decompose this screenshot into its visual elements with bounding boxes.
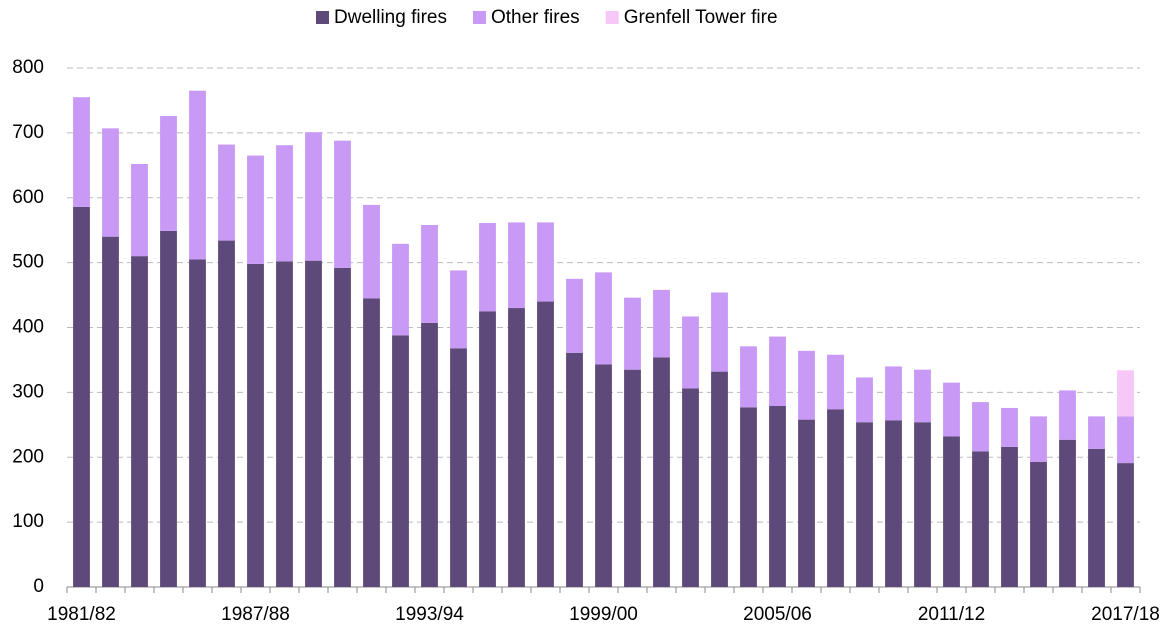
bar-segment	[276, 145, 293, 262]
y-tick-label: 400	[12, 317, 44, 338]
bar-segment	[769, 405, 786, 587]
bar-segment	[1117, 370, 1134, 417]
bar-segment	[740, 407, 757, 587]
y-tick-label: 300	[12, 381, 44, 402]
bar-segment	[247, 263, 264, 587]
bar-segment	[1001, 407, 1018, 447]
bar-segment	[73, 206, 90, 587]
bar-segment	[595, 272, 612, 365]
bar-segment	[479, 311, 496, 587]
bar-segment	[595, 364, 612, 587]
y-tick-label: 600	[12, 187, 44, 208]
legend-label: Other fires	[491, 7, 580, 28]
bar-segment	[1059, 439, 1076, 587]
bar-segment	[740, 346, 757, 408]
bar-segment	[276, 261, 293, 587]
bar-segment	[160, 116, 177, 231]
bar-segment	[363, 298, 380, 587]
bar-segment	[160, 230, 177, 587]
bar-segment	[653, 289, 670, 358]
bar-segment	[856, 422, 873, 587]
x-tick-label: 1987/88	[221, 604, 290, 625]
legend-label: Dwelling fires	[334, 7, 447, 28]
bar-segment	[305, 132, 322, 261]
bar-segment	[1088, 448, 1105, 587]
legend-swatch	[605, 11, 619, 24]
bar-segment	[218, 240, 235, 587]
x-tick-label: 1999/00	[569, 604, 638, 625]
bar-segment	[421, 322, 438, 587]
bar-segment	[566, 278, 583, 353]
bar-segment	[392, 335, 409, 587]
bar-segment	[189, 90, 206, 260]
bar-segment	[798, 419, 815, 587]
bar-segment	[943, 382, 960, 437]
bar-segment	[914, 422, 931, 587]
x-tick-label: 2011/12	[918, 604, 985, 625]
bar-segment	[856, 377, 873, 423]
bar-segment	[1088, 416, 1105, 449]
bar-segment	[537, 222, 554, 302]
bar-segment	[972, 402, 989, 452]
bar-segment	[479, 223, 496, 312]
bar-segment	[392, 243, 409, 336]
bar-segment	[624, 297, 641, 370]
bar-segment	[508, 308, 525, 587]
bar-segment	[972, 451, 989, 587]
bar-segment	[73, 97, 90, 207]
bar-segment	[885, 420, 902, 587]
bar-segment	[247, 155, 264, 264]
y-tick-label: 0	[33, 576, 44, 597]
y-tick-label: 500	[12, 252, 44, 273]
bar-segment	[189, 259, 206, 587]
bar-segment	[1030, 461, 1047, 587]
bar-segment	[682, 388, 699, 587]
bar-segment	[624, 369, 641, 587]
y-tick-label: 700	[12, 122, 44, 143]
bar-segment	[421, 224, 438, 323]
bar-segment	[334, 267, 351, 587]
bar-segment	[102, 128, 119, 237]
bar-segment	[450, 348, 467, 587]
bar-segment	[769, 336, 786, 406]
bar-segment	[305, 260, 322, 587]
bar-segment	[566, 352, 583, 587]
bar-segment	[1059, 390, 1076, 440]
bar-segment	[363, 204, 380, 299]
legend-swatch	[472, 11, 486, 24]
bar-segment	[1001, 446, 1018, 587]
bar-segment	[102, 236, 119, 588]
bar-segment	[682, 316, 699, 389]
bar-segment	[827, 354, 844, 410]
bar-segment	[334, 140, 351, 268]
bar-segment	[537, 301, 554, 587]
x-tick-label: 1993/94	[395, 604, 464, 625]
bar-segment	[1030, 416, 1047, 462]
bar-segment	[1117, 463, 1134, 587]
bar-segment	[131, 256, 148, 587]
bar-segment	[914, 369, 931, 423]
bar-segment	[653, 357, 670, 587]
bar-segment	[798, 350, 815, 420]
legend-swatch	[316, 11, 329, 24]
bar-segment	[508, 222, 525, 309]
legend-label: Grenfell Tower fire	[624, 7, 778, 28]
bar-segment	[711, 371, 728, 587]
y-tick-label: 100	[12, 511, 44, 532]
bar-segment	[711, 292, 728, 372]
y-tick-label: 800	[12, 57, 44, 78]
x-tick-label: 2017/18	[1091, 604, 1160, 625]
x-tick-label: 1981/82	[47, 604, 116, 625]
bar-segment	[885, 366, 902, 421]
bar-segment	[1117, 416, 1134, 464]
y-tick-label: 200	[12, 446, 44, 467]
x-tick-label: 2005/06	[743, 604, 812, 625]
bar-segment	[450, 270, 467, 349]
bar-segment	[218, 144, 235, 241]
bar-segment	[827, 409, 844, 587]
bar-segment	[943, 436, 960, 587]
bar-segment	[131, 164, 148, 257]
